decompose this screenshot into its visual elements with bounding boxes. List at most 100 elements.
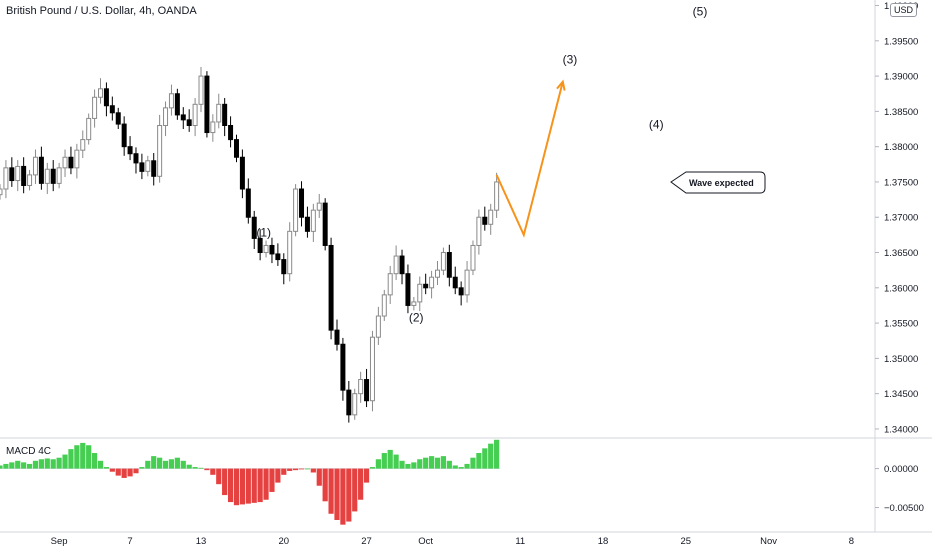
macd-bar	[304, 468, 311, 470]
time-tick-label: Sep	[51, 536, 68, 547]
macd-bar	[452, 465, 458, 469]
candle-body	[50, 168, 56, 184]
macd-bar	[0, 465, 3, 469]
time-tick-label: 13	[196, 536, 207, 547]
price-tick-label: 1.35000	[884, 354, 918, 365]
candle-body	[411, 301, 417, 306]
candle-body	[192, 103, 198, 126]
macd-bar	[180, 460, 186, 469]
candle-body	[417, 283, 423, 303]
macd-tick-label: 0.00000	[884, 464, 918, 475]
candle-body	[352, 393, 358, 416]
candle-body	[163, 107, 169, 126]
price-candles	[0, 66, 500, 423]
macd-bar	[97, 460, 104, 469]
macd-bar	[387, 449, 393, 469]
macd-bar	[151, 456, 157, 469]
macd-bar	[50, 459, 56, 469]
candle-body	[458, 287, 464, 296]
macd-label: MACD 4C	[6, 446, 52, 457]
macd-histogram	[0, 439, 500, 525]
candle-body	[27, 174, 33, 186]
macd-bar	[423, 457, 429, 469]
candle-body	[0, 188, 3, 196]
macd-bar	[9, 462, 15, 469]
macd-bar	[251, 468, 257, 503]
price-tick-label: 1.39500	[884, 36, 918, 47]
wave-label: (2)	[409, 311, 424, 325]
macd-bar	[233, 468, 240, 506]
macd-bar	[198, 467, 204, 469]
macd-bar	[340, 468, 346, 525]
candle-body	[62, 156, 68, 169]
chart-title: British Pound / U.S. Dollar, 4h, OANDA	[6, 5, 197, 17]
macd-bar	[316, 468, 322, 486]
time-tick-label: 27	[361, 536, 372, 547]
macd-bar	[375, 459, 381, 469]
macd-bar	[494, 439, 500, 469]
macd-bar	[322, 468, 328, 502]
macd-tick-label: −0.00500	[884, 503, 924, 514]
macd-bar	[310, 468, 316, 473]
macd-bar	[458, 467, 464, 469]
candle-body	[482, 216, 488, 225]
candle-body	[80, 139, 86, 151]
time-tick-label: 8	[849, 536, 854, 547]
macd-bar	[216, 468, 222, 485]
candle-body	[127, 146, 133, 155]
time-tick-label: Oct	[418, 536, 433, 547]
macd-bar	[434, 457, 441, 469]
wave-labels: (1) (2) (3) (4) (5)	[256, 4, 707, 324]
macd-bar	[174, 457, 180, 469]
candle-body	[68, 156, 74, 169]
candle-body	[435, 269, 440, 278]
macd-bar	[56, 457, 62, 469]
macd-bar	[482, 448, 488, 469]
macd-bar	[44, 458, 50, 469]
macd-bar	[157, 457, 163, 469]
macd-bar	[192, 467, 198, 469]
macd-bar	[476, 453, 482, 469]
currency-badge[interactable]: USD	[890, 3, 918, 17]
macd-bar	[133, 468, 139, 474]
candle-body	[121, 123, 127, 148]
macd-bar	[168, 459, 175, 469]
macd-bar	[393, 454, 399, 469]
time-tick-label: Nov	[760, 536, 777, 547]
candle-body	[245, 188, 251, 218]
candle-body	[98, 88, 104, 98]
candle-body	[216, 103, 222, 123]
candle-body	[369, 336, 375, 402]
candle-body	[228, 124, 234, 141]
macd-bar	[263, 468, 269, 500]
macd-bar	[440, 456, 447, 469]
macd-bar	[381, 453, 387, 469]
macd-bar	[127, 468, 133, 477]
macd-bar	[488, 443, 494, 469]
candle-body	[476, 216, 482, 246]
candle-body	[375, 315, 381, 338]
macd-bar	[145, 460, 151, 469]
candle-body	[423, 283, 429, 289]
macd-bar	[68, 449, 74, 469]
projection-arrowhead	[556, 79, 566, 91]
price-tick-label: 1.37500	[884, 177, 918, 188]
macd-bar	[346, 468, 352, 522]
candle-body	[293, 188, 299, 232]
macd-bar	[162, 460, 169, 469]
candle-body	[287, 230, 293, 275]
candle-body	[204, 75, 210, 134]
candle-body	[92, 96, 98, 119]
candle-body	[145, 160, 151, 172]
macd-bar	[21, 462, 27, 469]
candle-body	[364, 379, 370, 402]
macd-bar	[80, 442, 86, 469]
candle-body	[346, 389, 352, 416]
candle-body	[233, 139, 239, 158]
price-tick-label: 1.39000	[884, 72, 918, 83]
macd-bar	[352, 468, 358, 512]
candle-body	[340, 343, 346, 391]
macd-bar	[287, 468, 293, 471]
candle-body	[399, 255, 405, 275]
